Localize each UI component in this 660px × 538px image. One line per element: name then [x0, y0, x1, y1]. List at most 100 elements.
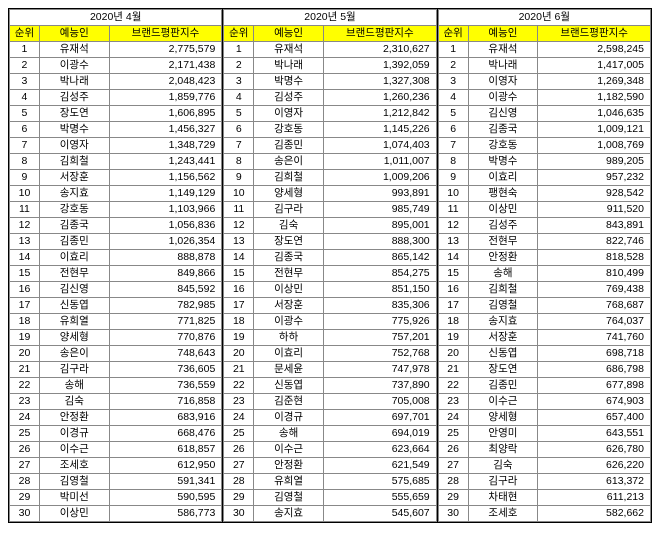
table-row: 9이효리957,232 — [438, 170, 650, 186]
cell-rank: 1 — [438, 42, 468, 58]
table-row: 23김숙716,858 — [10, 394, 222, 410]
cell-score: 1,145,226 — [323, 122, 436, 138]
cell-name: 김영철 — [468, 298, 538, 314]
header-name: 예능인 — [39, 26, 109, 42]
cell-score: 775,926 — [323, 314, 436, 330]
cell-rank: 1 — [10, 42, 40, 58]
cell-name: 신동엽 — [254, 378, 324, 394]
cell-rank: 3 — [10, 74, 40, 90]
cell-score: 1,212,842 — [323, 106, 436, 122]
table-row: 17신동엽782,985 — [10, 298, 222, 314]
cell-rank: 26 — [224, 442, 254, 458]
table-row: 18이광수775,926 — [224, 314, 436, 330]
cell-name: 송지효 — [254, 506, 324, 522]
cell-rank: 6 — [10, 122, 40, 138]
table-row: 29차태현611,213 — [438, 490, 650, 506]
table-row: 18유희열771,825 — [10, 314, 222, 330]
cell-score: 993,891 — [323, 186, 436, 202]
cell-score: 1,074,403 — [323, 138, 436, 154]
cell-name: 송해 — [39, 378, 109, 394]
cell-score: 895,001 — [323, 218, 436, 234]
cell-rank: 25 — [224, 426, 254, 442]
table-row: 8김희철1,243,441 — [10, 154, 222, 170]
table-row: 14김종국865,142 — [224, 250, 436, 266]
cell-rank: 13 — [438, 234, 468, 250]
cell-rank: 18 — [438, 314, 468, 330]
table-row: 15전현무854,275 — [224, 266, 436, 282]
cell-name: 이경규 — [39, 426, 109, 442]
cell-rank: 8 — [10, 154, 40, 170]
cell-score: 1,456,327 — [109, 122, 222, 138]
cell-name: 안영미 — [468, 426, 538, 442]
cell-name: 송해 — [468, 266, 538, 282]
cell-name: 이효리 — [39, 250, 109, 266]
month-title: 2020년 6월 — [438, 10, 650, 26]
cell-rank: 23 — [224, 394, 254, 410]
cell-score: 2,171,438 — [109, 58, 222, 74]
cell-rank: 28 — [10, 474, 40, 490]
cell-name: 이영자 — [468, 74, 538, 90]
cell-rank: 8 — [224, 154, 254, 170]
table-row: 24양세형657,400 — [438, 410, 650, 426]
table-row: 28김영철591,341 — [10, 474, 222, 490]
cell-rank: 21 — [224, 362, 254, 378]
table-row: 14이효리888,878 — [10, 250, 222, 266]
cell-name: 김종국 — [468, 122, 538, 138]
cell-name: 김구라 — [468, 474, 538, 490]
cell-name: 유재석 — [254, 42, 324, 58]
cell-rank: 7 — [224, 138, 254, 154]
cell-score: 612,950 — [109, 458, 222, 474]
cell-rank: 14 — [438, 250, 468, 266]
table-row: 3이영자1,269,348 — [438, 74, 650, 90]
cell-score: 957,232 — [538, 170, 651, 186]
cell-rank: 3 — [438, 74, 468, 90]
table-row: 12김종국1,056,836 — [10, 218, 222, 234]
cell-score: 769,438 — [538, 282, 651, 298]
table-row: 2박나래1,392,059 — [224, 58, 436, 74]
table-row: 1유재석2,310,627 — [224, 42, 436, 58]
table-row: 23김준현705,008 — [224, 394, 436, 410]
cell-score: 1,056,836 — [109, 218, 222, 234]
table-row: 27조세호612,950 — [10, 458, 222, 474]
month-table-0: 2020년 4월순위예능인브랜드평판지수1유재석2,775,5792이광수2,1… — [8, 8, 222, 523]
cell-name: 이효리 — [468, 170, 538, 186]
cell-rank: 28 — [224, 474, 254, 490]
cell-rank: 15 — [438, 266, 468, 282]
cell-name: 박미선 — [39, 490, 109, 506]
cell-name: 김성주 — [468, 218, 538, 234]
cell-rank: 7 — [438, 138, 468, 154]
cell-name: 송은이 — [254, 154, 324, 170]
cell-score: 582,662 — [538, 506, 651, 522]
cell-score: 626,220 — [538, 458, 651, 474]
cell-name: 김희철 — [468, 282, 538, 298]
cell-score: 716,858 — [109, 394, 222, 410]
cell-name: 이광수 — [468, 90, 538, 106]
table-row: 3박나래2,048,423 — [10, 74, 222, 90]
cell-name: 박명수 — [254, 74, 324, 90]
cell-score: 621,549 — [323, 458, 436, 474]
cell-name: 송지효 — [39, 186, 109, 202]
table-row: 29박미선590,595 — [10, 490, 222, 506]
cell-name: 김종민 — [39, 234, 109, 250]
table-row: 11이상민911,520 — [438, 202, 650, 218]
table-row: 19서장훈741,760 — [438, 330, 650, 346]
month-title: 2020년 4월 — [10, 10, 222, 26]
table-row: 25송해694,019 — [224, 426, 436, 442]
cell-score: 590,595 — [109, 490, 222, 506]
cell-name: 송해 — [254, 426, 324, 442]
cell-rank: 4 — [224, 90, 254, 106]
cell-rank: 12 — [10, 218, 40, 234]
header-rank: 순위 — [438, 26, 468, 42]
cell-name: 강호동 — [254, 122, 324, 138]
cell-rank: 1 — [224, 42, 254, 58]
table-row: 28유희열575,685 — [224, 474, 436, 490]
cell-score: 851,150 — [323, 282, 436, 298]
table-row: 16이상민851,150 — [224, 282, 436, 298]
table-row: 5김신영1,046,635 — [438, 106, 650, 122]
month-table-2: 2020년 6월순위예능인브랜드평판지수1유재석2,598,2452박나래1,4… — [437, 8, 652, 523]
table-row: 30조세호582,662 — [438, 506, 650, 522]
cell-name: 차태현 — [468, 490, 538, 506]
cell-score: 705,008 — [323, 394, 436, 410]
cell-score: 865,142 — [323, 250, 436, 266]
table-row: 19양세형770,876 — [10, 330, 222, 346]
